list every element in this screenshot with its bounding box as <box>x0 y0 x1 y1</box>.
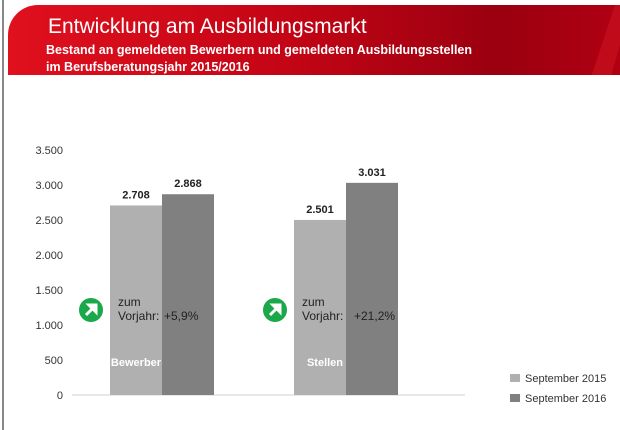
legend-swatch <box>510 394 520 402</box>
category-label: Stellen <box>307 357 343 369</box>
y-tick-label: 3.000 <box>35 180 63 192</box>
data-label: 2.501 <box>306 204 334 216</box>
category-label: Bewerber <box>111 357 162 369</box>
annotation-label: zum <box>118 295 141 309</box>
annotation-change: +21,2% <box>354 309 395 323</box>
bar <box>346 182 398 395</box>
logo <box>591 5 620 75</box>
y-tick-label: 2.000 <box>35 250 63 262</box>
annotation-label: Vorjahr: <box>118 309 159 323</box>
page-title: Entwicklung am Ausbildungsmarkt <box>48 15 367 38</box>
left-border <box>2 0 4 430</box>
y-tick-label: 2.500 <box>35 215 63 227</box>
annotation-label: zum <box>302 295 325 309</box>
annotation-label: Vorjahr: <box>302 309 343 323</box>
bar <box>294 219 346 395</box>
legend-label: September 2016 <box>525 393 606 405</box>
arrow-glyph <box>84 303 98 317</box>
data-label: 2.708 <box>122 189 150 201</box>
y-tick-label: 0 <box>57 390 63 402</box>
y-tick-label: 3.500 <box>35 145 63 157</box>
annotation-change: +5,9% <box>164 309 199 323</box>
bar <box>162 194 214 395</box>
subtitle: Bestand an gemeldeten Bewerbern und geme… <box>46 43 473 57</box>
y-tick-label: 500 <box>45 355 63 367</box>
legend-label: September 2015 <box>525 373 606 385</box>
subtitle: im Berufsberatungsjahr 2015/2016 <box>46 60 250 74</box>
data-label: 3.031 <box>358 167 386 179</box>
legend-swatch <box>510 374 520 382</box>
y-tick-label: 1.000 <box>35 320 63 332</box>
arrow-glyph <box>268 303 282 317</box>
data-label: 2.868 <box>174 178 202 190</box>
bar <box>110 205 162 395</box>
y-tick-label: 1.500 <box>35 285 63 297</box>
header-banner: Entwicklung am Ausbildungsmarkt Bestand … <box>8 5 620 75</box>
